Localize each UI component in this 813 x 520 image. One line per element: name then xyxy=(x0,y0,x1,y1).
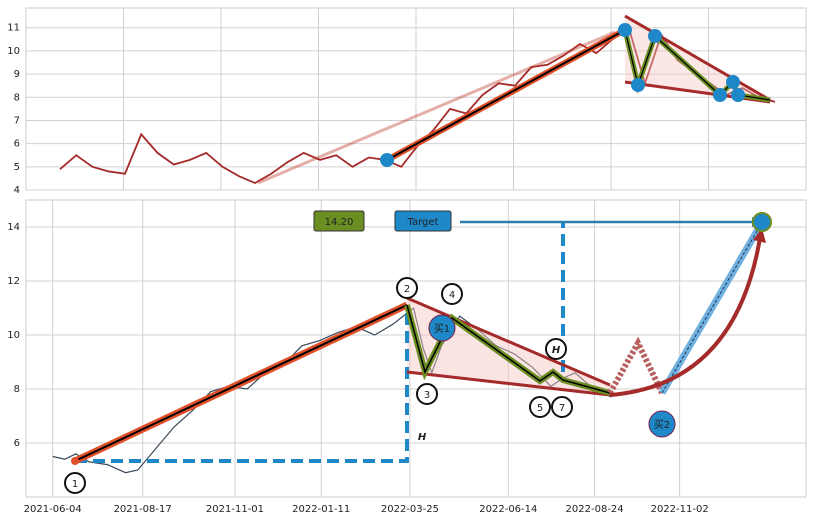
y-tick-label: 9 xyxy=(14,69,20,80)
y-tick-label: 14 xyxy=(7,222,20,233)
point-label: 5 xyxy=(537,403,543,414)
point-marker xyxy=(441,283,463,305)
y-tick-label: 8 xyxy=(14,92,20,103)
x-tick-label: 2022-03-25 xyxy=(381,504,439,515)
y-tick-label: 5 xyxy=(14,162,20,173)
buy-label: 买1 xyxy=(434,323,450,335)
annotation-box xyxy=(313,210,365,232)
point-marker xyxy=(551,396,573,418)
y-tick-label: 7 xyxy=(14,115,20,126)
y-tick-label: 10 xyxy=(7,330,20,341)
x-tick-label: 2021-06-04 xyxy=(24,504,82,515)
x-tick-label: 2022-08-24 xyxy=(566,504,624,515)
y-tick-label: 11 xyxy=(7,23,20,34)
y-tick-label: 8 xyxy=(14,384,20,395)
height-label: H xyxy=(418,432,427,443)
point-marker xyxy=(545,338,567,360)
y-tick-label: 10 xyxy=(7,46,20,57)
point-marker xyxy=(529,396,551,418)
point-label: 3 xyxy=(424,390,430,401)
y-tick-label: 12 xyxy=(7,276,20,287)
annotation-box xyxy=(394,210,452,232)
point-marker xyxy=(416,383,438,405)
y-tick-label: 6 xyxy=(14,438,20,449)
point-marker xyxy=(64,472,86,494)
pattern-overlay xyxy=(71,14,772,465)
y-tick-label: 4 xyxy=(14,185,20,196)
annotation-label: 14.20 xyxy=(325,217,354,228)
y-tick-label: 6 xyxy=(14,139,20,150)
point-label: 2 xyxy=(404,284,410,295)
point-label: 7 xyxy=(559,403,565,414)
annotation-label: Target xyxy=(407,217,439,228)
x-tick-label: 2022-06-14 xyxy=(479,504,537,515)
x-tick-label: 2021-11-01 xyxy=(206,504,264,515)
point-label: 1 xyxy=(72,479,78,490)
point-marker xyxy=(396,277,418,299)
buy-label: 买2 xyxy=(654,419,670,431)
x-tick-label: 2021-08-17 xyxy=(114,504,172,515)
x-tick-label: 2022-01-11 xyxy=(292,504,350,515)
buy-marker xyxy=(648,410,676,438)
height-label: H xyxy=(552,345,561,356)
point-label: 4 xyxy=(449,290,455,301)
buy-marker xyxy=(428,314,456,342)
x-tick-label: 2022-11-02 xyxy=(651,504,709,515)
